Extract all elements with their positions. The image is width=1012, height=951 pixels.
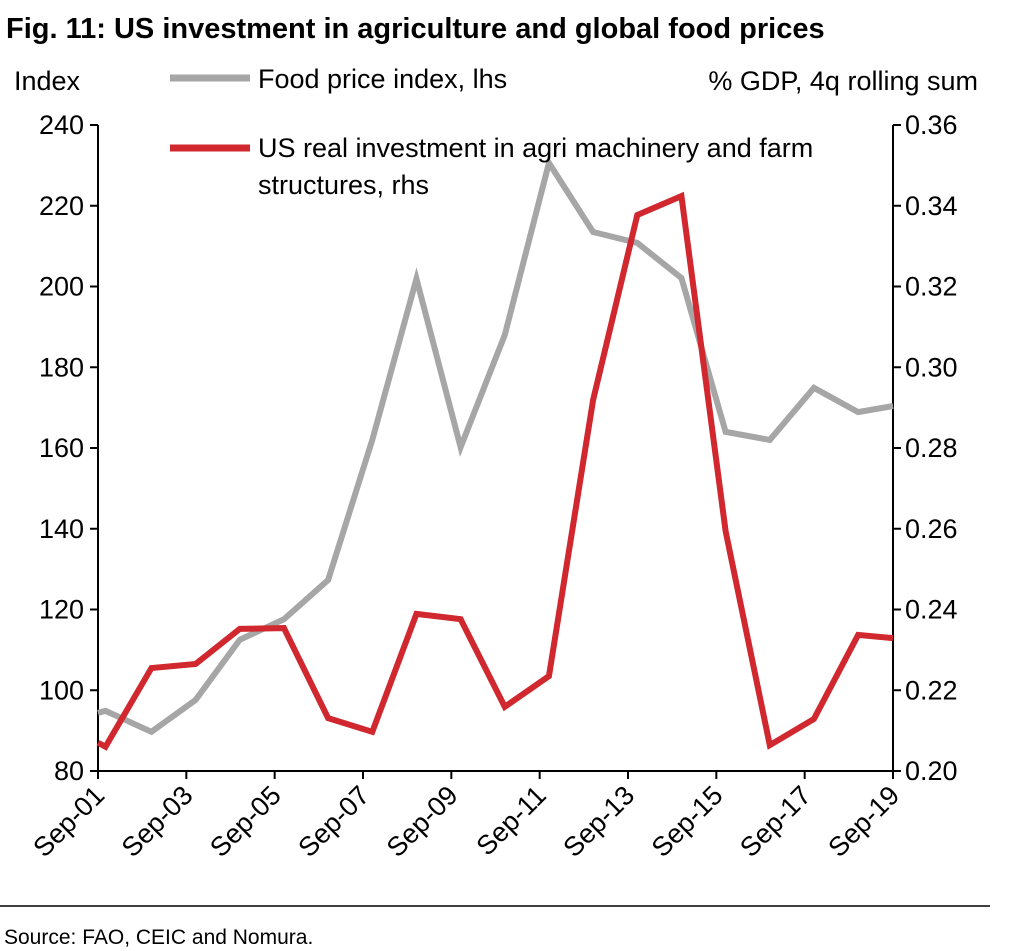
y2-tick-label: 0.20 bbox=[905, 756, 958, 786]
y-tick-label: 180 bbox=[39, 352, 84, 382]
x-tick-label: Sep-07 bbox=[292, 780, 375, 863]
y-tick-label: 240 bbox=[39, 110, 84, 140]
y-tick-label: 200 bbox=[39, 272, 84, 302]
series-line bbox=[96, 191, 894, 751]
legend-label: Food price index, lhs bbox=[258, 64, 508, 94]
x-tick-label: Sep-11 bbox=[471, 780, 552, 861]
x-tick-label: Sep-17 bbox=[734, 780, 817, 863]
y2-tick-label: 0.22 bbox=[905, 675, 958, 705]
y-tick-label: 120 bbox=[39, 595, 84, 625]
x-tick-label: Sep-13 bbox=[557, 780, 640, 863]
y2-tick-label: 0.30 bbox=[905, 352, 958, 382]
series-line bbox=[97, 155, 894, 736]
y2-axis-label: % GDP, 4q rolling sum bbox=[708, 66, 978, 96]
y2-tick-label: 0.32 bbox=[905, 272, 958, 302]
source-note: Source: FAO, CEIC and Nomura. bbox=[4, 926, 313, 949]
x-tick-label: Sep-09 bbox=[381, 780, 464, 863]
legend-label: US real investment in agri machinery and… bbox=[258, 133, 814, 200]
y-tick-label: 100 bbox=[39, 675, 84, 705]
y2-tick-label: 0.28 bbox=[905, 433, 958, 463]
chart-title: Fig. 11: US investment in agriculture an… bbox=[6, 13, 825, 45]
y-tick-label: 160 bbox=[39, 433, 84, 463]
x-tick-label: Sep-01 bbox=[27, 780, 110, 863]
y-axis-label: Index bbox=[14, 66, 81, 96]
y-tick-label: 220 bbox=[39, 191, 84, 221]
y2-tick-label: 0.34 bbox=[905, 191, 958, 221]
x-tick-label: Sep-03 bbox=[116, 780, 199, 863]
x-tick-label: Sep-19 bbox=[822, 780, 905, 863]
y-tick-label: 80 bbox=[54, 756, 84, 786]
y2-tick-label: 0.26 bbox=[905, 514, 958, 544]
x-tick-label: Sep-15 bbox=[646, 780, 729, 863]
y2-tick-label: 0.36 bbox=[905, 110, 958, 140]
x-tick-label: Sep-05 bbox=[204, 780, 287, 863]
y2-tick-label: 0.24 bbox=[905, 595, 958, 625]
y-tick-label: 140 bbox=[39, 514, 84, 544]
